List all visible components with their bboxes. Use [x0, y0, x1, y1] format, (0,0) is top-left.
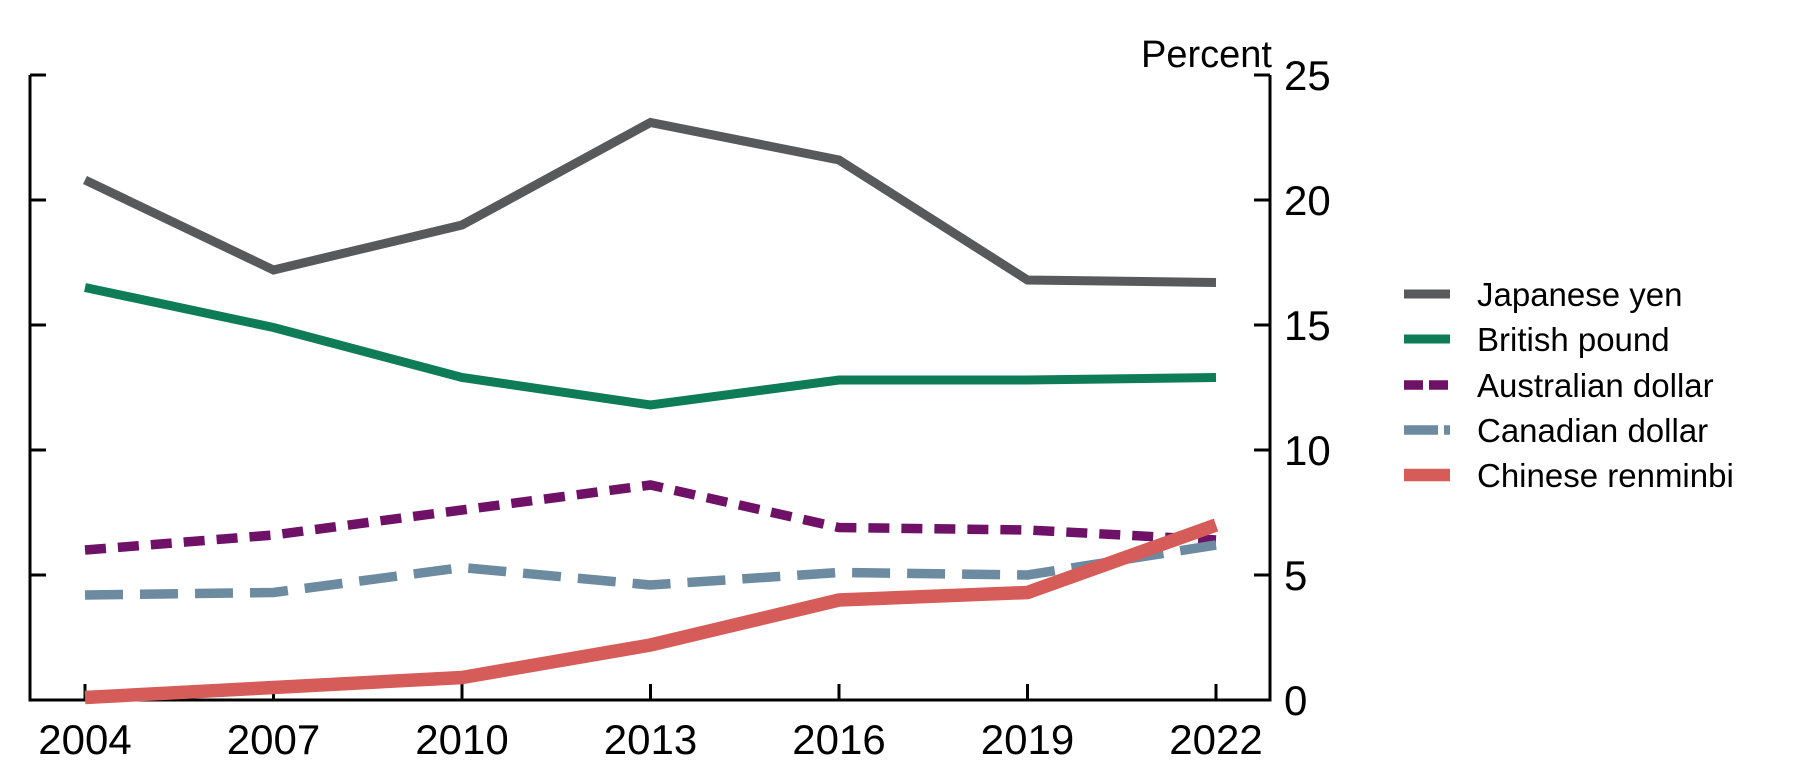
legend-item: Chinese renminbi: [1404, 457, 1734, 494]
series-line-british-pound: [84, 283, 1217, 410]
legend-item: Australian dollar: [1404, 367, 1714, 404]
legend-item: Canadian dollar: [1404, 412, 1708, 449]
axes: [28, 73, 1272, 702]
legend-label: Japanese yen: [1477, 276, 1683, 313]
x-tick-label: 2022: [1169, 716, 1262, 763]
y-tick-label: 20: [1284, 177, 1331, 224]
series-line-chinese-renminbi: [84, 518, 1219, 705]
axis-spines: [28, 75, 1272, 702]
y-tick-label: 0: [1284, 677, 1307, 724]
legend-label: Canadian dollar: [1477, 412, 1708, 449]
series-line-japanese-yen: [83, 117, 1217, 287]
x-tick-label: 2016: [792, 716, 885, 763]
y-axis-tick-labels: 0 5 10 15 20 25: [1284, 52, 1331, 724]
legend-label: Chinese renminbi: [1477, 457, 1734, 494]
legend-label: Australian dollar: [1477, 367, 1714, 404]
x-tick-label: 2004: [38, 716, 131, 763]
legend-item: British pound: [1404, 321, 1670, 358]
series-line-canadian-dollar: [84, 540, 1217, 600]
y-axis-title: Percent: [1141, 34, 1272, 76]
x-tick-label: 2007: [227, 716, 320, 763]
y-tick-label: 5: [1284, 552, 1307, 599]
x-tick-label: 2013: [604, 716, 697, 763]
series-line-australian-dollar: [84, 480, 1217, 555]
y-tick-label: 25: [1284, 52, 1331, 99]
x-tick-label: 2019: [981, 716, 1074, 763]
legend-item: Japanese yen: [1404, 276, 1683, 313]
x-tick-label: 2010: [415, 716, 508, 763]
series-lines: [83, 117, 1219, 705]
legend: Japanese yen British pound Australian do…: [1404, 276, 1734, 494]
y-tick-label: 15: [1284, 302, 1331, 349]
x-axis-tick-labels: 2004 2007 2010 2013 2016 2019 2022: [38, 716, 1262, 763]
legend-label: British pound: [1477, 321, 1670, 358]
y-tick-label: 10: [1284, 427, 1331, 474]
